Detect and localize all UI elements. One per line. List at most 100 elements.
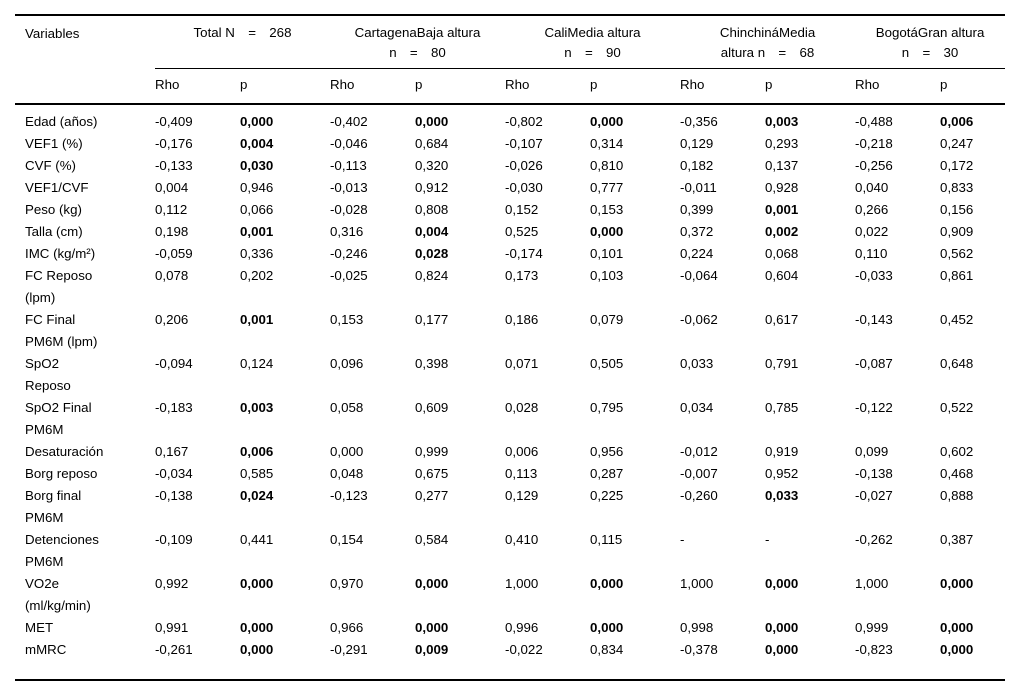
p-value: 0,468 <box>940 466 974 481</box>
rho-value: 0,399 <box>680 202 714 217</box>
p-value: 0,009 <box>415 642 449 657</box>
group-header-bogota: BogotáGran altura n = 30 <box>855 15 1006 69</box>
p-value: 0,124 <box>240 356 274 371</box>
table-row: Detenciones PM6M -0,109 0,441 0,154 0,584 0,4… <box>15 529 1005 573</box>
group-header-cartagena: CartagenaBaja altura n = 80 <box>330 15 506 69</box>
variable-label: Peso (kg) <box>25 202 82 217</box>
rho-value: -0,123 <box>330 488 368 503</box>
p-value: 0,785 <box>765 400 799 415</box>
rho-value: -0,261 <box>155 642 193 657</box>
p-value: 0,153 <box>590 202 624 217</box>
rho-value: -0,034 <box>155 466 193 481</box>
p-value: 0,810 <box>590 158 624 173</box>
p-value: 0,336 <box>240 246 274 261</box>
rho-value: -0,025 <box>330 268 368 283</box>
rho-value: -0,218 <box>855 136 893 151</box>
p-value: 0,003 <box>240 400 274 415</box>
rho-value: -0,262 <box>855 532 893 547</box>
rho-value: -0,012 <box>680 444 718 459</box>
stat-header-p: p <box>765 68 856 105</box>
p-value: 0,287 <box>590 466 624 481</box>
stat-header-p: p <box>590 68 681 105</box>
table-row: Talla (cm) 0,198 0,001 0,316 0,004 0,525 0,000… <box>15 221 1005 243</box>
p-value: 0,824 <box>415 268 449 283</box>
p-value: 0,919 <box>765 444 799 459</box>
rho-value: 0,992 <box>155 576 189 591</box>
p-value: 0,004 <box>415 224 449 239</box>
group-header-total: Total N = 268 <box>155 15 330 69</box>
stat-header-rho: Rho <box>155 68 240 105</box>
p-value: 0,522 <box>940 400 974 415</box>
rho-value: -0,011 <box>680 180 717 195</box>
variable-label: FC Reposo (lpm) <box>25 268 93 305</box>
p-value: 0,320 <box>415 158 449 173</box>
p-value: 0,452 <box>940 312 974 327</box>
rho-value: 0,099 <box>855 444 889 459</box>
table-row: mMRC -0,261 0,000 -0,291 0,009 -0,022 0,834 -0,… <box>15 639 1005 680</box>
variable-label: Borg reposo <box>25 466 98 481</box>
rho-value: 0,167 <box>155 444 189 459</box>
p-value: 0,000 <box>940 642 974 657</box>
rho-value: 0,966 <box>330 620 364 635</box>
rho-value: - <box>680 532 685 547</box>
p-value: 0,000 <box>240 642 274 657</box>
variable-label: Detenciones PM6M <box>25 532 99 569</box>
rho-value: 1,000 <box>680 576 714 591</box>
p-value: 0,000 <box>415 576 449 591</box>
table-row: SpO2 Reposo -0,094 0,124 0,096 0,398 0,071 0,5… <box>15 353 1005 397</box>
rho-value: -0,256 <box>855 158 893 173</box>
table-row: Edad (años) -0,409 0,000 -0,402 0,000 -0,802 0… <box>15 104 1005 133</box>
variable-label: FC Final PM6M (lpm) <box>25 312 98 349</box>
stat-header-row: Rho p Rho p Rho p Rho p Rho p <box>15 68 1006 105</box>
p-value: 0,000 <box>240 576 274 591</box>
rho-value: -0,356 <box>680 114 718 129</box>
group-title: BogotáGran altura <box>875 25 985 40</box>
rho-value: 0,224 <box>680 246 714 261</box>
p-value: 0,562 <box>940 246 974 261</box>
p-value: 0,834 <box>590 642 624 657</box>
rho-value: -0,007 <box>680 466 718 481</box>
rho-value: -0,059 <box>155 246 193 261</box>
variable-label: Edad (años) <box>25 114 98 129</box>
table-row: FC Reposo (lpm) 0,078 0,202 -0,025 0,824 0,17… <box>15 265 1005 309</box>
p-value: 0,006 <box>240 444 274 459</box>
p-value: 0,033 <box>765 488 799 503</box>
rho-value: -0,028 <box>330 202 368 217</box>
table-row: IMC (kg/m²) -0,059 0,336 -0,246 0,028 -0,174 0… <box>15 243 1005 265</box>
p-value: 0,101 <box>590 246 624 261</box>
rho-value: -0,027 <box>855 488 893 503</box>
p-value: 0,387 <box>940 532 974 547</box>
p-value: 0,000 <box>765 620 799 635</box>
table-row: MET 0,991 0,000 0,966 0,000 0,996 0,000 0,998 0,… <box>15 617 1005 639</box>
rho-value: 0,129 <box>680 136 714 151</box>
rho-value: 0,112 <box>155 202 188 217</box>
table-header: Variables Total N = 268 CartagenaBaja alt… <box>15 15 1006 105</box>
table-row: Borg reposo -0,034 0,585 0,048 0,675 0,113 0,2… <box>15 463 1005 485</box>
rho-value: 0,182 <box>680 158 714 173</box>
p-value: 0,808 <box>415 202 449 217</box>
rho-value: -0,109 <box>155 532 193 547</box>
p-value: 0,791 <box>765 356 799 371</box>
p-value: 0,004 <box>240 136 274 151</box>
p-value: 0,001 <box>240 224 274 239</box>
rho-value: 0,004 <box>155 180 189 195</box>
table-row: VEF1/CVF 0,004 0,946 -0,013 0,912 -0,030 0,777… <box>15 177 1005 199</box>
rho-value: 0,372 <box>680 224 714 239</box>
table-row: VEF1 (%) -0,176 0,004 -0,046 0,684 -0,107 0,31… <box>15 133 1005 155</box>
rho-value: 0,525 <box>505 224 539 239</box>
table-row: Desaturación 0,167 0,006 0,000 0,999 0,006 0,9… <box>15 441 1005 463</box>
p-value: 0,946 <box>240 180 274 195</box>
p-value: 0,172 <box>940 158 974 173</box>
stat-header-rho: Rho <box>855 68 941 105</box>
p-value: 0,156 <box>940 202 974 217</box>
rho-value: 0,198 <box>155 224 189 239</box>
p-value: 0,000 <box>590 114 624 129</box>
p-value: 0,030 <box>240 158 274 173</box>
rho-value: -0,022 <box>505 642 543 657</box>
rho-value: -0,094 <box>155 356 193 371</box>
rho-value: -0,033 <box>855 268 893 283</box>
rho-value: -0,291 <box>330 642 368 657</box>
p-value: 0,795 <box>590 400 624 415</box>
variable-label: MET <box>25 620 54 635</box>
